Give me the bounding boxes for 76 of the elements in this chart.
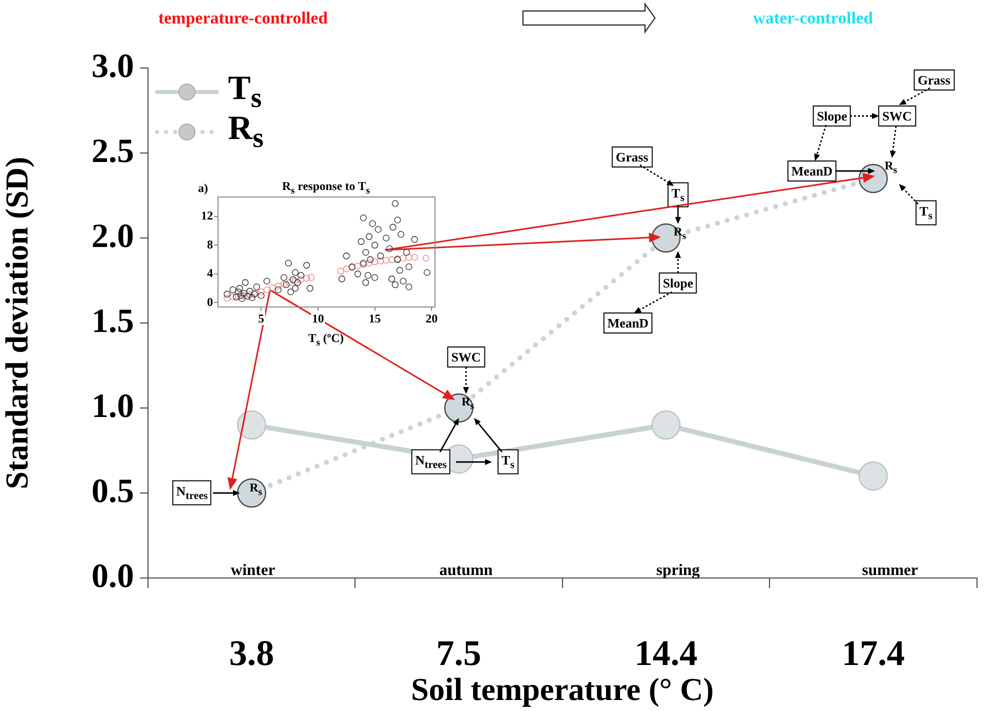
annotation: SWC	[447, 346, 485, 368]
annotation: T$_{s}$	[916, 200, 936, 226]
point	[286, 279, 293, 286]
y-tick-label: 8	[207, 237, 213, 252]
point	[303, 274, 310, 282]
y-axis-title: Standard deviation (SD)	[0, 156, 34, 490]
annotation: T$_{s}$	[668, 182, 688, 208]
x-tick-label: 14.4	[634, 632, 698, 673]
point	[382, 256, 390, 264]
y-tick-label: 12	[201, 208, 213, 223]
point	[229, 294, 236, 300]
y-tick-label: 1.5	[92, 302, 134, 340]
annotation: SWC	[878, 106, 916, 126]
annotation: summer	[862, 562, 918, 579]
y-tick-label: 4	[207, 266, 213, 280]
point	[377, 258, 384, 264]
point	[224, 294, 230, 302]
annotation: autumn	[439, 562, 493, 579]
point	[240, 292, 248, 299]
x-tick-label: 7.5	[436, 632, 482, 673]
x-tick-label: 17.4	[842, 632, 905, 673]
annotation: R$_{s}$	[250, 480, 262, 498]
y-tick-label: 0.5	[92, 472, 134, 510]
annotation: Slope	[812, 106, 852, 126]
x-axis-title: T$_{s}$ (ºC)	[308, 331, 344, 348]
y-tick-label: 0.0	[92, 558, 134, 595]
point	[263, 286, 270, 294]
x-tick-label: 5	[258, 311, 264, 326]
point	[342, 265, 350, 272]
point	[651, 223, 681, 253]
point	[280, 280, 288, 288]
point	[354, 262, 362, 270]
annotation: R$_{s}$	[884, 158, 898, 176]
point	[400, 254, 407, 262]
y-tick-label: 0	[207, 294, 213, 309]
x-tick-label: 10	[312, 311, 324, 326]
annotation: Grass	[914, 70, 954, 90]
text: water-controlled	[753, 8, 873, 28]
y-tick-label: 1.0	[92, 388, 134, 425]
annotation: MeanD	[787, 160, 837, 182]
point	[246, 291, 254, 298]
point	[422, 254, 430, 262]
x-tick-label: 20	[426, 311, 438, 326]
annotation: a)	[198, 181, 208, 196]
y-tick-label: 3.0	[92, 48, 134, 85]
annotation: Slope	[658, 272, 698, 294]
annotation: MeanD	[603, 312, 653, 334]
annotation: N$_{trees}$	[172, 480, 212, 506]
annotation: spring	[656, 562, 700, 579]
point	[258, 288, 265, 296]
point	[858, 461, 888, 491]
x-axis-title: Soil temperature (° C)	[411, 671, 714, 708]
y-tick-label: 2.5	[92, 132, 134, 170]
point	[237, 410, 266, 440]
point	[235, 292, 242, 300]
point	[405, 254, 412, 261]
point	[388, 256, 396, 263]
point	[651, 410, 681, 440]
x-tick-label: 3.8	[229, 632, 274, 673]
point	[411, 254, 418, 261]
point	[366, 260, 373, 267]
annotation: winter	[230, 562, 276, 579]
y-tick-label: 2.0	[92, 218, 134, 255]
annotation: T$_{s}$	[498, 449, 518, 475]
point	[274, 282, 282, 290]
text: temperature-controlled	[158, 8, 328, 28]
point	[371, 258, 378, 266]
point	[269, 284, 276, 291]
point	[308, 274, 315, 281]
x-tick-label: 15	[368, 311, 381, 326]
point	[337, 268, 344, 274]
annotation: N$_{trees}$	[411, 449, 451, 475]
point	[298, 276, 304, 284]
chart-title: R$_{s}$ response to T$_{s}$	[282, 179, 370, 196]
annotation: Grass	[612, 146, 652, 168]
point	[292, 278, 299, 285]
